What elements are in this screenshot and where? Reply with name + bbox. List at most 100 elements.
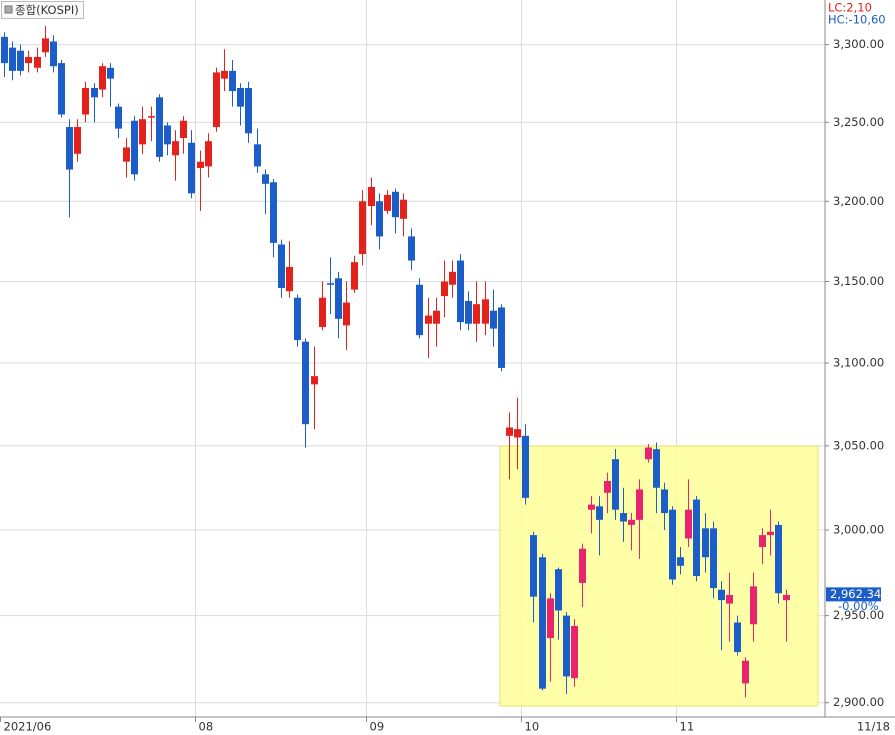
x-tick-label: 11 (680, 720, 695, 734)
y-tick-label: 3,200.00 (833, 194, 884, 208)
candle-body (392, 191, 399, 218)
y-tick-label: 3,000.00 (833, 523, 884, 537)
candle-body (482, 299, 489, 324)
candle-body (547, 598, 554, 639)
candle-body (107, 67, 114, 79)
candle-body (74, 127, 81, 154)
candle-body (726, 594, 733, 604)
candle-body (669, 509, 676, 580)
candle-body (131, 120, 138, 175)
y-tick-label: 3,050.00 (833, 438, 884, 452)
candle-body (221, 70, 228, 79)
candle-body (180, 120, 187, 139)
candle-body (82, 87, 89, 115)
candle-body (91, 87, 98, 98)
candle-body (555, 569, 562, 611)
candle-body (465, 300, 472, 324)
candle-body (197, 161, 204, 168)
candle-body (25, 56, 32, 64)
candle-body (99, 66, 106, 90)
candle-body (530, 535, 537, 597)
candle-body (628, 519, 635, 525)
candle-body (66, 127, 73, 170)
candle-body (50, 41, 57, 67)
candle-body (449, 271, 456, 285)
y-tick-label: 3,250.00 (833, 115, 884, 129)
candle-body (156, 97, 163, 157)
candle-body (685, 509, 692, 539)
candle-body (384, 194, 391, 211)
candle-body (335, 278, 342, 319)
candle-body (408, 236, 415, 261)
title-icon (4, 5, 13, 14)
y-tick-label: 2,900.00 (833, 695, 884, 709)
candle-body (514, 429, 521, 438)
candle-body (376, 201, 383, 237)
candle-body (213, 72, 220, 128)
mark-layer (1, 26, 790, 698)
candle-body (742, 660, 749, 684)
candle-body (148, 116, 155, 118)
candle-body (783, 594, 790, 601)
candle-body (506, 427, 513, 436)
candle-body (498, 307, 505, 368)
candle-body (58, 63, 65, 115)
candle-body (702, 528, 709, 558)
candle-body (164, 125, 171, 145)
candle-body (34, 56, 41, 68)
candle-body (254, 144, 261, 167)
candle-body (368, 186, 375, 207)
candle-body (759, 535, 766, 548)
candle-body (750, 586, 757, 625)
candle-body (473, 304, 480, 324)
candle-body (612, 459, 619, 510)
candle-body (172, 141, 179, 156)
candle-body (262, 174, 269, 184)
candle-body (400, 199, 407, 219)
candle-body (604, 481, 611, 493)
candle-body (286, 266, 293, 292)
candle-body (17, 50, 24, 71)
chart-title: 종합(KOSPI) (15, 3, 79, 17)
candle-body (351, 262, 358, 290)
hc-label: HC:-10,60 (828, 13, 886, 27)
candle-body (522, 435, 529, 498)
x-tick-label: 09 (370, 720, 385, 734)
candle-body (416, 284, 423, 336)
candle-body (677, 557, 684, 566)
candle-body (229, 70, 236, 92)
lc-label: LC:2,10 (828, 1, 872, 15)
candle-body (579, 548, 586, 583)
candle-body (270, 182, 277, 243)
x-tick-label: 2021/06 (4, 720, 52, 734)
candle-body (775, 524, 782, 594)
candle-body (294, 297, 301, 341)
candle-body (311, 376, 318, 385)
y-tick-label: 2,950.00 (833, 608, 884, 622)
candle-body (653, 449, 660, 488)
candle-body (661, 489, 668, 514)
candle-body (425, 315, 432, 324)
candle-body (327, 283, 334, 285)
candle-body (767, 531, 774, 536)
candle-body (734, 622, 741, 653)
y-tick-label: 3,100.00 (833, 356, 884, 370)
candle-body (620, 513, 627, 522)
candle-body (245, 87, 252, 134)
candle-body (441, 281, 448, 297)
candle-body (319, 297, 326, 327)
candle-body (693, 499, 700, 577)
candle-body (9, 47, 16, 71)
candle-body (563, 615, 570, 677)
candle-body (343, 302, 350, 326)
candle-body (539, 557, 546, 689)
candle-body (115, 106, 122, 129)
candle-body (433, 310, 440, 324)
candle-body (237, 87, 244, 107)
candle-body (188, 142, 195, 194)
last-date-label: 11/18 (857, 720, 890, 734)
x-tick-label: 10 (525, 720, 540, 734)
candle-body (302, 341, 309, 425)
candle-body (42, 38, 49, 53)
